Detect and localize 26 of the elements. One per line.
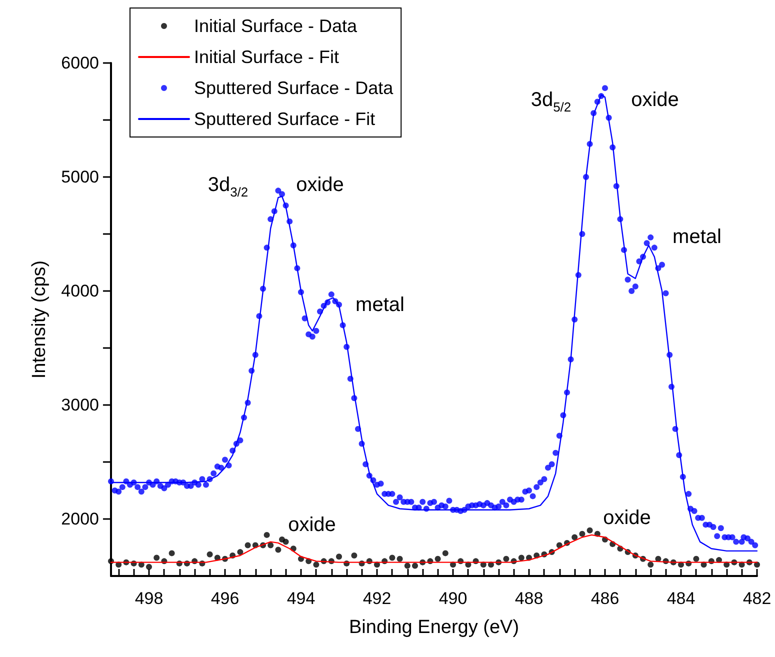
x-tick-label: 482 (742, 589, 772, 608)
x-tick-label: 486 (590, 589, 620, 608)
legend-label: Initial Surface - Data (194, 16, 358, 36)
x-tick-label: 484 (666, 589, 696, 608)
y-tick-label: 6000 (61, 54, 99, 72)
x-tick-label: 494 (286, 589, 316, 608)
annotation: oxide (631, 89, 679, 111)
x-tick-label: 496 (210, 589, 240, 608)
x-tick-label: 490 (438, 589, 468, 608)
y-tick-label: 5000 (61, 168, 99, 186)
annotation: metal (672, 226, 722, 248)
annotation: oxide (603, 507, 651, 529)
y-axis-title: Intensity (cps) (29, 260, 50, 379)
annotation: oxide (296, 174, 344, 196)
annotation: metal (356, 294, 404, 316)
legend-label: Sputtered Surface - Fit (194, 109, 376, 129)
legend-label: Initial Surface - Fit (194, 47, 340, 67)
x-tick-label: 492 (362, 589, 392, 608)
legend-label: Sputtered Surface - Data (194, 78, 394, 98)
x-tick-label: 498 (134, 589, 164, 608)
y-tick-label: 3000 (61, 396, 99, 414)
y-tick-label: 4000 (61, 282, 99, 300)
x-axis-title: Binding Energy (eV) (348, 617, 520, 638)
x-tick-label: 488 (514, 589, 544, 608)
annotation: oxide (288, 514, 336, 536)
y-tick-label: 2000 (61, 510, 99, 528)
